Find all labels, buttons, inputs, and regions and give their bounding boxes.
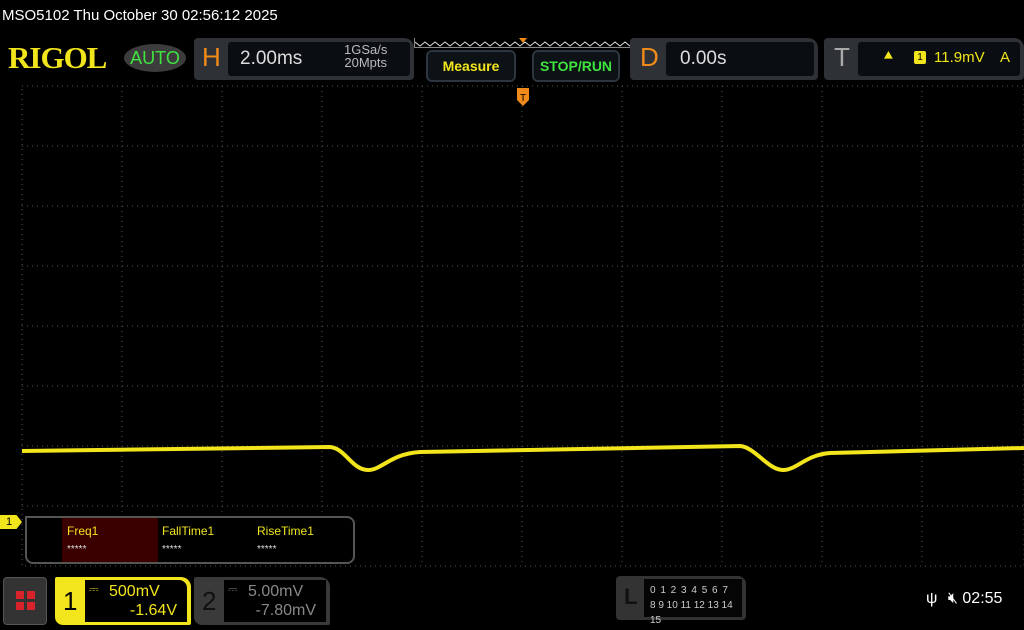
trigger-position-icon [517,88,529,106]
status-bar: ψ 🔇︎ 02:55 [926,590,1002,608]
measurement-value: ***** [257,544,277,555]
trigger-mode: A [1000,49,1011,66]
measurement-value: ***** [162,544,182,555]
acquisition-info: 1GSa/s 20Mpts [344,43,387,69]
delay-label: D [640,42,659,72]
trigger-source: 1 [914,51,926,64]
delay-panel[interactable]: D 0.00s [630,38,818,80]
sample-rate: 1GSa/s [344,42,388,57]
channel2-scale: 5.00mV [248,583,304,600]
stop-run-button[interactable]: STOP/RUN [532,50,620,82]
measurement-panel: Freq1 ***** FallTime1 ***** RiseTime1 **… [25,516,355,564]
dc-coupling-icon: ⎓ [89,582,99,596]
channel1-trace [21,443,1024,473]
usb-icon: ψ [926,590,938,607]
channel1-scale: 500mV [109,583,160,600]
channel1-panel[interactable]: 1 ⎓ 500mV -1.64V [55,577,191,625]
trigger-panel[interactable]: T ⯅ 1 11.9mV A [824,38,1024,80]
channel2-number: 2 [202,586,217,616]
channel2-panel[interactable]: 2 ⎓ 5.00mV -7.80mV [194,577,330,625]
delay-value: 0.00s [680,48,727,69]
timebase-value: 2.00ms [240,48,303,69]
channel1-offset-marker[interactable]: 1 [0,515,22,529]
clock-time: 02:55 [962,590,1003,607]
menu-button[interactable] [3,577,47,625]
logic-channels-row1: 0 1 2 3 4 5 6 7 [650,585,729,596]
horizontal-panel[interactable]: H 2.00ms 1GSa/s 20Mpts [194,38,414,80]
measure-button[interactable]: Measure [426,50,516,82]
selected-measurement-highlight [62,518,158,562]
svg-text:T: T [520,93,526,104]
channel1-offset: -1.64V [129,602,177,619]
trigger-level: 11.9mV [934,49,985,66]
trigger-position-marker [519,38,527,43]
measurement-label[interactable]: Freq1 [67,524,99,538]
auto-button[interactable]: AUTO [124,44,186,72]
dc-coupling-icon: ⎓ [228,582,238,596]
speaker-muted-icon[interactable]: 🔇︎ [947,590,958,607]
logic-label: L [624,584,638,609]
measurement-label[interactable]: RiseTime1 [257,524,314,538]
measurement-label[interactable]: FallTime1 [162,524,215,538]
channel1-number: 1 [63,586,78,616]
measurement-value: ***** [67,544,87,555]
logic-panel[interactable]: L 0 1 2 3 4 5 6 7 8 9 10 11 12 13 14 15 [616,576,746,626]
window-title: MSO5102 Thu October 30 02:56:12 2025 [2,7,278,24]
horizontal-label: H [202,42,221,72]
rigol-logo: RIGOL [8,40,107,75]
rising-edge-icon: ⯅ [882,48,895,65]
memory-depth: 20Mpts [344,55,387,70]
trigger-label: T [834,42,850,72]
channel2-offset: -7.80mV [255,602,316,619]
logic-channels-row2: 8 9 10 11 12 13 14 15 [650,600,733,626]
